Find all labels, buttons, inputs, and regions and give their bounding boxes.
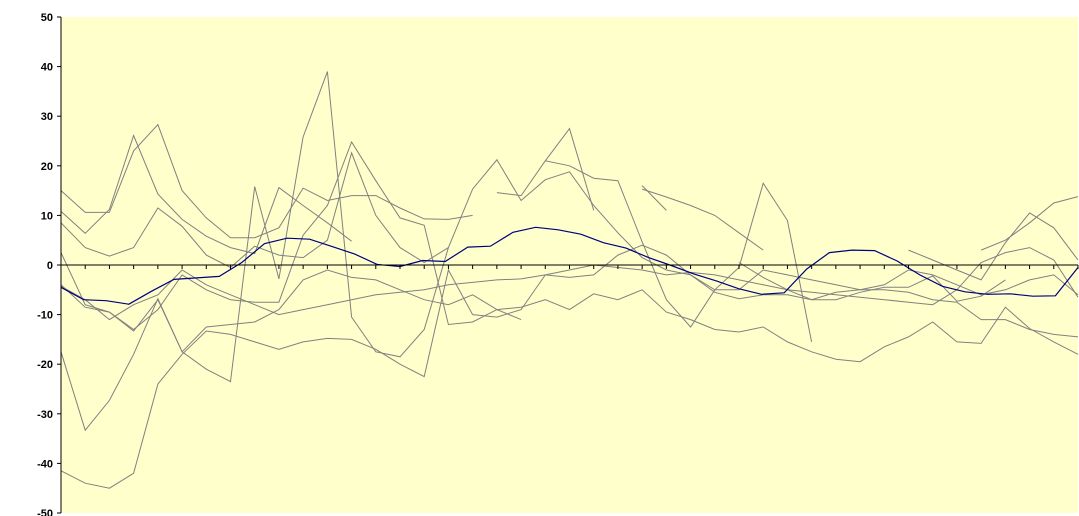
series-3-line-1: [60, 151, 449, 269]
series-6-line-1: [60, 244, 1079, 489]
series-1-line-2: [544, 127, 595, 211]
y-tick-label--10: -10: [37, 310, 53, 322]
series-9-line-1: [980, 196, 1079, 251]
series-4: [60, 71, 1079, 383]
series-layer: [60, 71, 1079, 489]
y-tick-label--30: -30: [37, 409, 53, 421]
y-tick-label--40: -40: [37, 458, 53, 470]
y-tick-label--20: -20: [37, 359, 53, 371]
series-3-line-2: [496, 160, 813, 342]
y-tick-label-40: 40: [41, 62, 53, 74]
series-3: [60, 151, 813, 342]
y-tick-labels: 50 40 30 20 10 0 -10 -20 -30 -40 -50: [37, 12, 53, 516]
series-7-line-1: [60, 140, 1079, 363]
series-2-line-3: [641, 185, 667, 211]
series-1-line-3: [641, 188, 764, 251]
y-tick-label-30: 30: [41, 111, 53, 123]
series-10: [908, 212, 1079, 281]
series-6: [60, 244, 1079, 489]
series-2-line-1: [60, 134, 352, 255]
y-tick-label-20: 20: [41, 161, 53, 173]
y-tick-label-10: 10: [41, 210, 53, 222]
y-tick-label-50: 50: [41, 12, 53, 24]
series-5-line-1: [60, 269, 522, 432]
series-8-line-1: [60, 247, 1079, 321]
axis-layer: [57, 16, 1079, 514]
series-7: [60, 140, 1079, 363]
series-9: [980, 196, 1079, 251]
series-4-line-1: [60, 71, 1079, 383]
series-8: [60, 247, 1079, 321]
series-10-line-1: [908, 212, 1079, 281]
series-5: [60, 269, 522, 432]
y-tick-label--50: -50: [37, 508, 53, 516]
y-tick-label-0: 0: [47, 260, 53, 272]
